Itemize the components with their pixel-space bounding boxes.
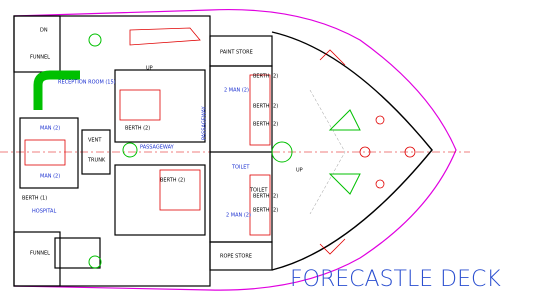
room-label: 2 MAN (2) <box>226 213 251 219</box>
fixtures <box>25 28 415 268</box>
room-label: BERTH (2) <box>253 104 278 110</box>
room-label: BERTH (2) <box>125 126 150 132</box>
room-label: RECEPTION ROOM (15) <box>58 80 116 86</box>
room-label: DN <box>40 28 48 34</box>
room-label: 2 MAN (2) <box>224 88 249 94</box>
room-label: PAINT STORE <box>220 50 253 56</box>
room-label: HOSPITAL <box>32 209 56 215</box>
room-label: BERTH (2) <box>253 194 278 200</box>
room-label: BERTH (2) <box>253 74 278 80</box>
room-label: TRUNK <box>87 158 106 164</box>
room-label: BERTH (2) <box>253 122 278 128</box>
room-label: TOILET <box>249 188 268 194</box>
room-label: VENT <box>88 138 102 144</box>
walls <box>14 16 272 286</box>
room-label: ROPE STORE <box>220 254 252 260</box>
room-label: BERTH (1) <box>22 196 47 202</box>
room-label: BERTH (2) <box>160 178 185 184</box>
room-label: MAN (2) <box>40 174 60 180</box>
deck-title: FORECASTLE DECK <box>290 267 501 292</box>
room-label: PASSAGEWAY <box>140 145 175 151</box>
room-label: FUNNEL <box>30 55 50 61</box>
room-label: UP <box>146 66 153 72</box>
room-label: FUNNEL <box>30 251 50 257</box>
room-label: UP <box>296 168 303 174</box>
bulwark <box>272 32 432 270</box>
room-labels: FUNNEL FUNNEL RECEPTION ROOM (15) PAINT … <box>22 28 303 260</box>
deck-plan: FUNNEL FUNNEL RECEPTION ROOM (15) PAINT … <box>0 0 536 296</box>
room-label: PASSAGEWAY <box>202 105 208 140</box>
room-label: MAN (2) <box>40 126 60 132</box>
room-label: TOILET <box>231 165 250 171</box>
room-label: BERTH (2) <box>253 208 278 214</box>
